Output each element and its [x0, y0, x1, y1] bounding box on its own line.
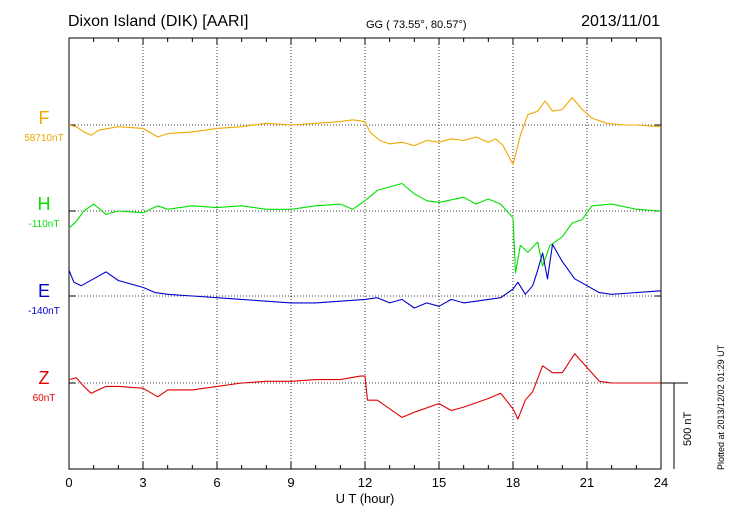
coordinates-label: GG ( 73.55°, 80.57°): [366, 19, 467, 31]
station-title: Dixon Island (DIK) [AARI]: [68, 13, 249, 30]
x-tick-label: 21: [580, 475, 594, 490]
trace-f: [68, 96, 662, 166]
x-tick-label: 18: [506, 475, 520, 490]
x-tick-label: 3: [139, 475, 146, 490]
x-ticks: [68, 38, 662, 469]
baseline-value-f: 58710nT: [24, 133, 63, 144]
scale-bar: 500 nT: [661, 382, 694, 469]
channel-label-z: Z: [39, 368, 50, 388]
x-tick-label: 24: [654, 475, 668, 490]
traces: [68, 96, 662, 420]
grid: [142, 38, 588, 469]
baseline-value-e: -140nT: [28, 306, 60, 317]
baseline-value-h: -110nT: [29, 219, 60, 230]
date-label: 2013/11/01: [581, 13, 660, 30]
baseline-value-z: 60nT: [33, 393, 56, 404]
plotted-timestamp: Plotted at 2013/12/02 01:29 UT: [716, 344, 726, 470]
channel-labels: F 58710nT H -110nT E -140nT Z 60nT: [24, 108, 63, 404]
scale-bar-label: 500 nT: [682, 411, 694, 446]
x-tick-label: 15: [432, 475, 446, 490]
x-tick-label: 12: [358, 475, 372, 490]
channel-label-f: F: [39, 108, 50, 128]
trace-h: [68, 182, 662, 274]
trace-e: [68, 243, 662, 309]
x-tick-label: 0: [65, 475, 72, 490]
trace-z: [68, 353, 661, 420]
x-tick-label: 9: [287, 475, 294, 490]
channel-label-h: H: [38, 194, 51, 214]
channel-label-e: E: [38, 281, 50, 301]
x-tick-label: 6: [213, 475, 220, 490]
x-axis-label: U T (hour): [336, 491, 395, 506]
x-tick-labels: 0 3 6 9 12 15 18 21 24: [65, 475, 668, 490]
